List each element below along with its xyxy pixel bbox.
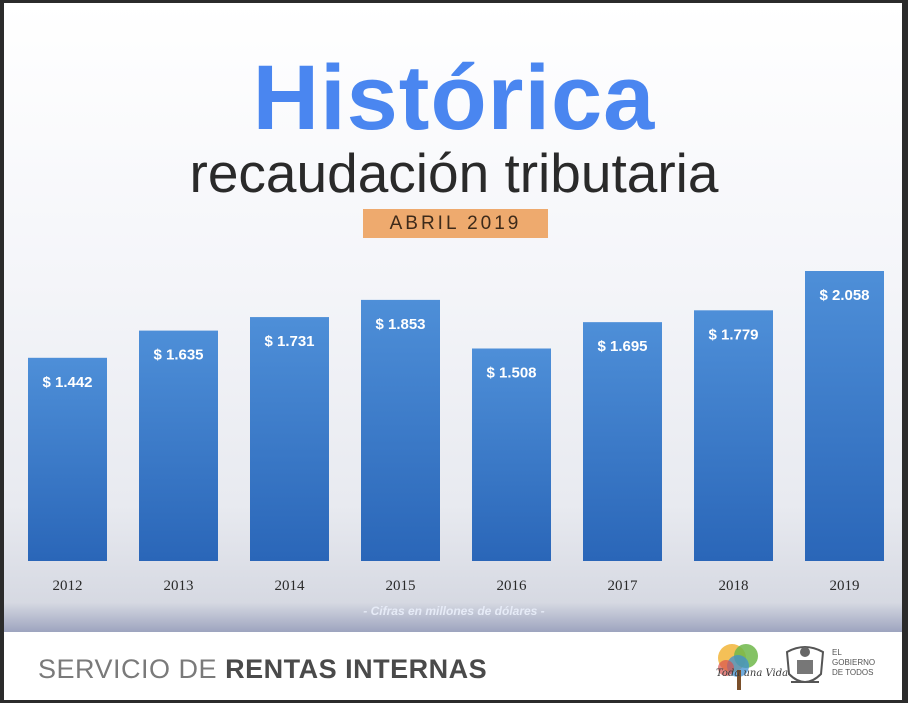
- gov-line: DE TODOS: [832, 668, 874, 677]
- value-label-2018: $ 1.779: [708, 326, 758, 343]
- gov-line: EL: [832, 648, 842, 657]
- value-label-2019: $ 2.058: [819, 287, 869, 304]
- bar-2014: [250, 317, 329, 561]
- units-note: - Cifras en millones de dólares -: [363, 604, 545, 618]
- bar-2018: [694, 310, 773, 561]
- bar-2012: [28, 357, 107, 561]
- gov-line: GOBIERNO: [832, 658, 876, 667]
- page-subtitle: recaudación tributaria: [189, 142, 719, 204]
- government-logo-text: EL GOBIERNO DE TODOS: [832, 648, 892, 678]
- bar-2013: [139, 330, 218, 561]
- coat-of-arms-icon: [785, 646, 825, 683]
- x-tick-label-2012: 2012: [53, 578, 83, 594]
- bar-2017: [583, 322, 662, 561]
- tree-logo-icon: [718, 644, 758, 690]
- date-badge: ABRIL 2019: [363, 209, 548, 238]
- x-tick-label-2016: 2016: [497, 578, 528, 594]
- x-tick-label-2013: 2013: [164, 578, 194, 594]
- value-label-2013: $ 1.635: [153, 347, 203, 364]
- value-label-2012: $ 1.442: [42, 374, 92, 391]
- page-title: Histórica: [252, 47, 656, 149]
- value-label-2015: $ 1.853: [375, 316, 425, 333]
- value-label-2016: $ 1.508: [486, 365, 536, 382]
- tree-logo-text: Toda una Vida: [716, 668, 789, 679]
- brand-wordmark: SERVICIO DE RENTAS INTERNAS: [38, 654, 487, 685]
- x-tick-label-2015: 2015: [386, 578, 416, 594]
- brand-bold-text: RENTAS INTERNAS: [225, 654, 488, 684]
- bar-chart: $ 1.442 2012 $ 1.635 2013 $ 1.731 2014 $ 1.853…: [28, 271, 884, 594]
- value-label-2017: $ 1.695: [597, 338, 647, 355]
- brand-light-text: SERVICIO DE: [38, 654, 218, 684]
- x-tick-label-2014: 2014: [275, 578, 306, 594]
- x-tick-label-2017: 2017: [608, 578, 639, 594]
- bar-2016: [472, 348, 551, 561]
- value-label-2014: $ 1.731: [264, 333, 314, 350]
- bar-2015: [361, 299, 440, 561]
- x-tick-label-2018: 2018: [719, 578, 749, 594]
- x-tick-label-2019: 2019: [830, 578, 860, 594]
- bar-2019: [805, 271, 884, 561]
